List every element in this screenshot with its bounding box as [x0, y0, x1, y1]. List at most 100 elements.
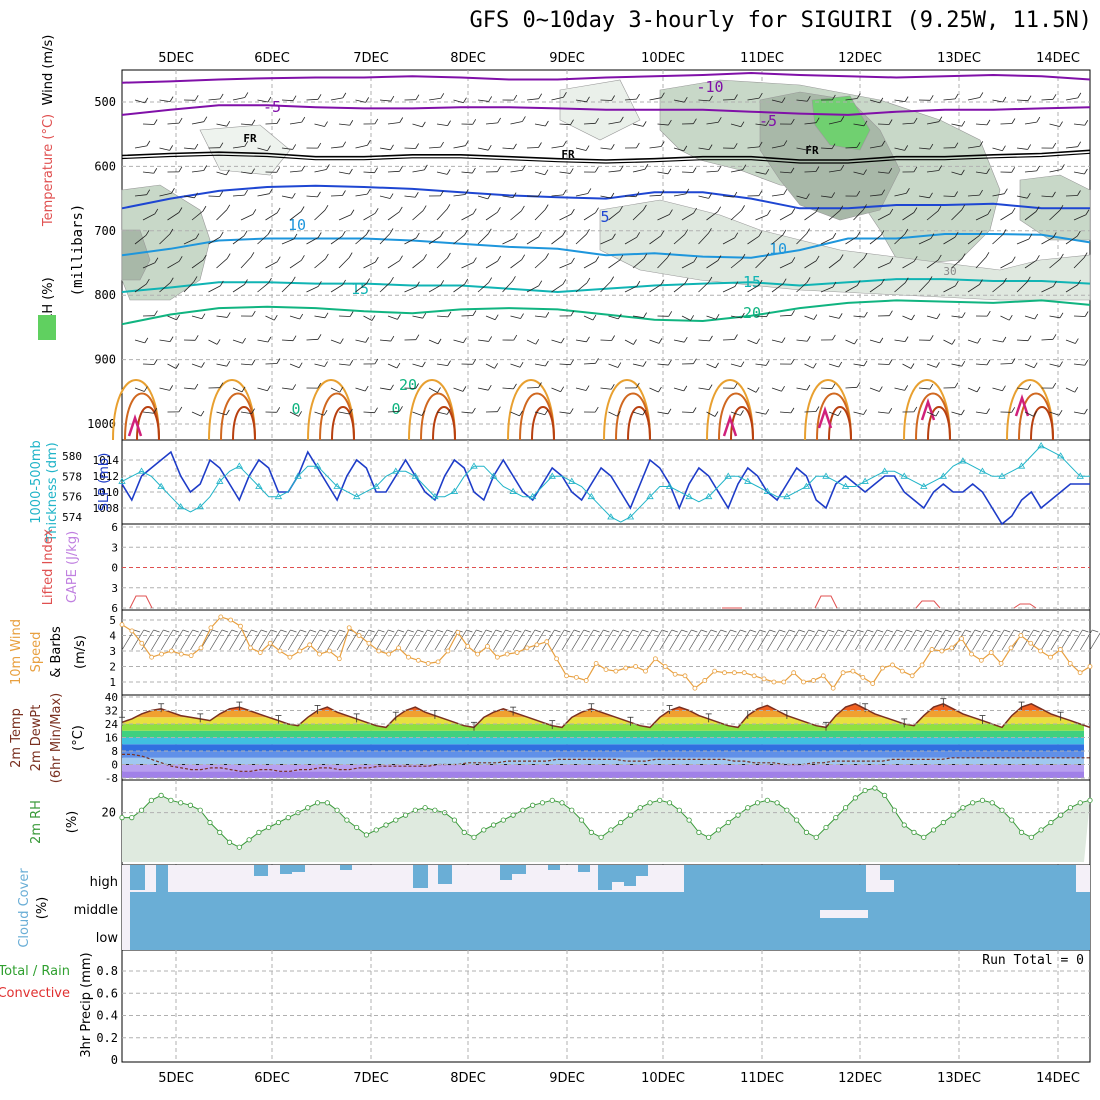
thickness-marker: [822, 472, 830, 479]
surface-barb-flag: [818, 629, 825, 633]
surface-barb: [1031, 629, 1044, 651]
wind-barb: [828, 363, 839, 368]
wind-barb-flag: [194, 383, 199, 390]
wind-barb-flag: [986, 310, 991, 317]
slp-tick: 1008: [93, 502, 120, 515]
wind-barb-flag: [889, 310, 893, 316]
surface-barb-flag: [476, 629, 483, 633]
wind-barb: [453, 339, 464, 344]
wind-barb: [257, 282, 269, 293]
wind-barb-flag: [790, 358, 795, 365]
rh-point: [500, 817, 506, 823]
surface-barb-flag: [779, 629, 786, 633]
wind-barb: [853, 209, 864, 221]
wind-barb-flag: [399, 255, 403, 261]
precip-tick: 0.6: [96, 986, 118, 1000]
wind-barb: [1073, 411, 1085, 415]
wind-barb-flag: [636, 382, 640, 389]
wind-barb: [796, 195, 807, 200]
wind-point: [949, 645, 955, 651]
bl-contour: [730, 406, 754, 441]
pressure-tick: 600: [94, 159, 116, 173]
surface-barb-flag: [564, 629, 571, 633]
rh-point: [158, 792, 164, 799]
wind-barb: [902, 315, 912, 321]
wind-barb-flag: [619, 165, 624, 171]
wind-barb-flag: [693, 358, 697, 364]
wind-barb-flag: [513, 143, 517, 150]
wind-barb-flag: [144, 97, 149, 104]
surface-barb-flag: [329, 629, 336, 633]
wind-barb: [183, 387, 195, 390]
wind-barb-flag: [617, 362, 622, 368]
wind-barb: [412, 363, 423, 368]
wind-barb: [632, 258, 645, 269]
wind-point: [534, 642, 540, 648]
wind-barb-flag: [374, 208, 379, 214]
thickness-tick: 578: [62, 470, 82, 483]
wind-barb-flag: [390, 384, 394, 391]
wind-barb-flag: [611, 335, 615, 341]
wind-barb-flag: [620, 116, 624, 123]
wind-barb: [673, 99, 685, 103]
wind-point: [554, 656, 560, 662]
wind-barb: [314, 363, 325, 367]
wind-barb: [730, 123, 742, 128]
wind-barb-flag: [562, 140, 567, 147]
wind-barb: [551, 194, 564, 197]
wind-barb: [232, 284, 245, 293]
wind-barb-flag: [178, 406, 183, 413]
surface-barb: [610, 629, 624, 651]
wind-barb: [608, 259, 621, 269]
wind-barb-flag: [904, 96, 909, 102]
wind-barb-flag: [440, 141, 444, 148]
surface-barb: [219, 629, 233, 651]
wind-barb-flag: [1026, 192, 1031, 199]
wind-barb: [1073, 257, 1085, 269]
wind-barb-flag: [667, 252, 671, 258]
surface-barb: [141, 629, 154, 651]
wind-barb: [240, 123, 252, 126]
wind-barb-flag: [742, 164, 747, 170]
wind-barb-flag: [879, 97, 884, 104]
wind-barb: [412, 123, 423, 128]
surface-barb: [571, 629, 585, 651]
wind-barb: [1073, 363, 1085, 366]
wind-barb: [1049, 209, 1061, 221]
wind-barb: [387, 211, 400, 221]
temp-ylabel-4: (°C): [71, 725, 86, 751]
wind-barb-flag: [390, 276, 394, 283]
surface-barb-flag: [544, 629, 551, 633]
wind-point: [969, 651, 974, 657]
wind-barb-flag: [1077, 141, 1082, 147]
slp-tick: 1014: [93, 454, 120, 467]
contour-label: -10: [696, 78, 723, 96]
wind-barb: [453, 234, 465, 245]
wind-barb-flag: [569, 168, 574, 174]
surface-barb: [767, 629, 780, 651]
wind-barb-flag: [374, 167, 378, 173]
wind-barb: [951, 171, 962, 176]
wind-barb-flag: [301, 165, 305, 172]
wind-barb-flag: [806, 228, 811, 234]
wind-barb: [673, 387, 684, 392]
wind-barb-flag: [929, 383, 934, 390]
temp-ylabel-group2: 2m DewPt: [29, 705, 44, 772]
wind-barb: [387, 315, 398, 320]
surface-barb: [757, 629, 770, 651]
wind-barb: [918, 195, 930, 199]
rh-shading: [199, 124, 291, 176]
wind-barb: [698, 339, 710, 342]
wind-barb: [722, 286, 736, 293]
wind-barb-flag: [930, 233, 935, 239]
thickness-marker: [626, 513, 635, 520]
wind-barb: [436, 209, 448, 221]
wind-barb: [902, 260, 915, 269]
bl-contour: [331, 406, 355, 441]
wind-barb-flag: [1077, 190, 1081, 196]
wind-barb: [771, 339, 783, 343]
wind-barb-flag: [911, 314, 915, 321]
wind-barb-flag: [1074, 338, 1079, 344]
surface-barb: [581, 629, 594, 651]
wind-barb: [502, 195, 514, 199]
